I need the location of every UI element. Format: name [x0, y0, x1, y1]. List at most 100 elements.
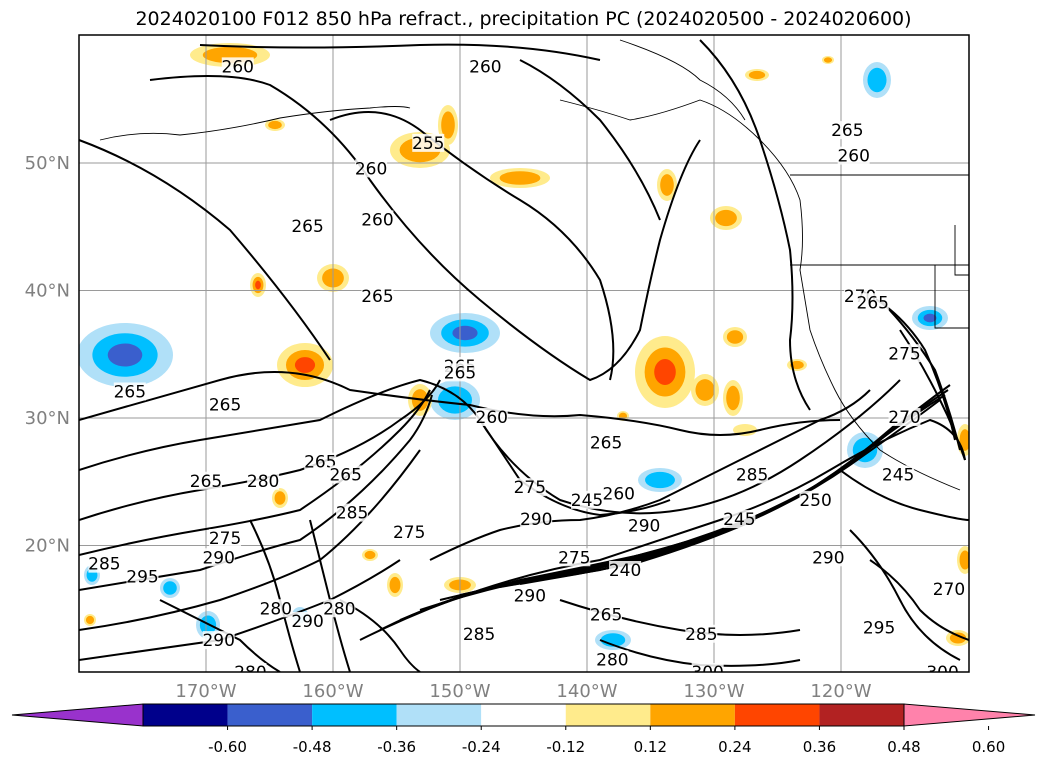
contour-label: 300: [691, 663, 723, 683]
contour-label-group: 265: [329, 465, 362, 485]
contour-label: 260: [222, 57, 254, 77]
colorbar-tick-label: -0.24: [462, 738, 501, 756]
contour-label: 275: [393, 523, 425, 543]
contour-label: 275: [514, 478, 546, 498]
colorbar-bin: [481, 704, 566, 726]
contour-label-group: 245: [571, 490, 603, 511]
anomaly-blob: [748, 70, 766, 80]
contour-label-group: 290: [291, 612, 324, 632]
contour-label-bg: [463, 624, 496, 643]
contour-label-bg: [88, 554, 121, 573]
contour-label-group: 265: [304, 452, 337, 473]
map-layer: 2602602552602602652652652652652602652652…: [79, 35, 969, 700]
contour-label-group: 275: [888, 344, 921, 364]
contour-label: 265: [361, 287, 393, 307]
contour-label-group: 240: [609, 561, 641, 581]
contour-label: 260: [361, 210, 393, 230]
contour-label-bg: [926, 663, 959, 672]
anomaly-blob: [441, 111, 455, 139]
contour-label-bg: [374, 682, 406, 700]
contour-label: 290: [520, 510, 552, 530]
contour-label: 275: [558, 548, 590, 568]
contour-label-bg: [520, 510, 553, 528]
contour-label-group: 295: [126, 567, 159, 587]
contour-label: 265: [857, 293, 889, 313]
colorbar-tick-label: -0.36: [377, 738, 416, 756]
contour-label-bg: [259, 599, 292, 618]
contour-label-group: 290: [514, 586, 546, 607]
contour-label-group: 260: [222, 57, 254, 77]
anomaly-blob: [695, 379, 715, 401]
contour-label-group: 280: [596, 650, 629, 670]
colorbar-bin: [734, 704, 820, 726]
contour-label-bg: [863, 618, 896, 637]
contour-line: [849, 529, 961, 661]
contour-label-group: 290: [202, 548, 235, 568]
contour-label: 250: [799, 491, 831, 511]
contour-label-group: 275: [209, 529, 241, 549]
chart-title: 2024020100 F012 850 hPa refract., precip…: [135, 8, 912, 30]
contour-label: 285: [88, 555, 120, 575]
contour-label: 240: [609, 561, 641, 581]
contour-label-group: 260: [603, 484, 635, 505]
contour-line: [329, 111, 615, 381]
contour-label-group: 265: [857, 293, 889, 313]
contour-label-group: 265: [444, 363, 476, 383]
contour-label: 245: [723, 510, 755, 530]
contour-label-group: 285: [336, 503, 368, 524]
contour-label-bg: [291, 216, 324, 235]
contour-label: 270: [933, 580, 965, 600]
anomaly-blob: [438, 386, 472, 414]
contour-label: 285: [685, 625, 717, 645]
contour-label-bg: [691, 663, 724, 672]
contour-label-bg: [126, 567, 159, 586]
contour-label-bg: [190, 471, 222, 490]
contour-label-group: 285: [88, 554, 121, 575]
contour-label-bg: [831, 121, 864, 140]
contour-line: [159, 599, 281, 672]
y-tick-label: 20°N: [25, 536, 70, 557]
contour-label: 265: [831, 121, 863, 141]
contour-label-bg: [329, 465, 362, 484]
contour-label-group: 260: [361, 210, 394, 230]
contour-label-group: 285: [101, 676, 133, 696]
contour-label-bg: [932, 580, 965, 599]
coastline: [619, 39, 746, 121]
contour-label-group: 275: [558, 548, 591, 568]
colorbar-tick-label: -0.12: [546, 738, 585, 756]
contour-label-bg: [247, 471, 280, 490]
contour-label-bg: [234, 663, 267, 672]
contour-label-bg: [723, 510, 756, 528]
contour-label-group: 245: [723, 510, 756, 530]
contour-label: 290: [202, 631, 234, 651]
contour-label-group: 260: [476, 408, 508, 428]
colorbar-tick-label: -0.48: [293, 738, 332, 756]
contour-label-bg: [799, 490, 832, 509]
contour-label-bg: [812, 548, 845, 567]
contour-label-bg: [609, 561, 642, 579]
contour-label: 285: [101, 676, 133, 696]
contour-label: 265: [209, 395, 241, 415]
contour-label-group: 280: [260, 599, 292, 619]
contour-label-group: 275: [393, 522, 425, 543]
contour-line: [79, 379, 441, 521]
x-tick-label: 140°W: [556, 681, 617, 702]
contour-label-bg: [412, 133, 445, 152]
contour-line: [79, 389, 431, 556]
contour-label: 285: [736, 465, 768, 485]
anomaly-blob: [959, 550, 969, 570]
colorbar-frame: [142, 703, 905, 727]
anomaly-blob: [923, 313, 937, 323]
contour-line: [519, 59, 661, 221]
anomaly-blob: [715, 209, 737, 227]
contour-label: 280: [247, 472, 279, 492]
anomaly-blob: [274, 491, 286, 505]
contour-label-bg: [113, 382, 146, 401]
contour-label-bg: [101, 676, 133, 694]
contour-label: 280: [260, 599, 292, 619]
contour-label-group: 290: [628, 516, 660, 536]
colorbar-extend-low: [11, 703, 144, 727]
contour-label: 295: [749, 669, 781, 689]
contour-label-bg: [355, 159, 388, 178]
